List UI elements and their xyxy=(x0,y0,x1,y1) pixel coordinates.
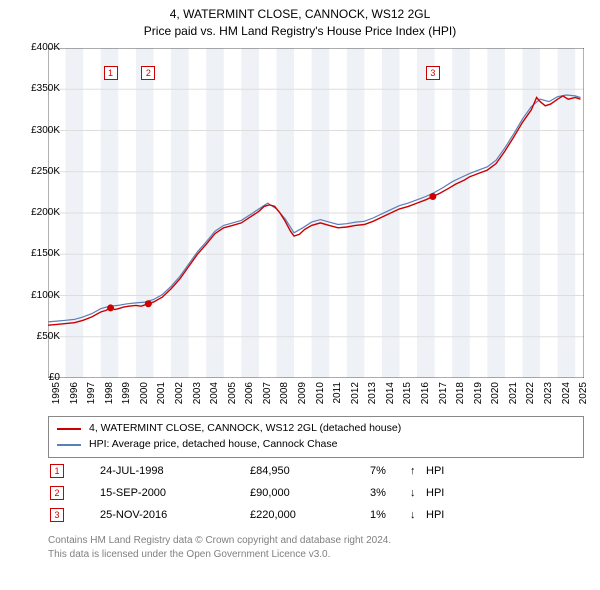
legend: 4, WATERMINT CLOSE, CANNOCK, WS12 2GL (d… xyxy=(48,416,584,458)
x-tick-label: 2024 xyxy=(561,382,572,410)
arrow-down-icon: ↓ xyxy=(410,487,426,499)
x-tick-label: 2003 xyxy=(192,382,203,410)
tx-price: £84,950 xyxy=(250,465,370,477)
tx-price: £220,000 xyxy=(250,509,370,521)
chart-container: 4, WATERMINT CLOSE, CANNOCK, WS12 2GL Pr… xyxy=(0,0,600,590)
y-tick-label: £150K xyxy=(14,248,60,259)
legend-swatch xyxy=(57,444,81,446)
tx-date: 15-SEP-2000 xyxy=(100,487,250,499)
x-tick-label: 1997 xyxy=(86,382,97,410)
y-tick-label: £400K xyxy=(14,42,60,53)
attribution: Contains HM Land Registry data © Crown c… xyxy=(48,534,584,561)
tx-marker: 3 xyxy=(50,508,64,522)
tx-vs-label: HPI xyxy=(426,509,466,521)
tx-vs-label: HPI xyxy=(426,465,466,477)
tx-vs-label: HPI xyxy=(426,487,466,499)
sale-marker-label: 2 xyxy=(141,66,155,80)
transaction-row: 3 25-NOV-2016£220,0001%↓HPI xyxy=(48,504,584,526)
x-tick-label: 1999 xyxy=(121,382,132,410)
x-tick-label: 2011 xyxy=(332,382,343,410)
y-tick-label: £50K xyxy=(14,331,60,342)
legend-row: HPI: Average price, detached house, Cann… xyxy=(57,437,575,453)
transaction-row: 2 15-SEP-2000£90,0003%↓HPI xyxy=(48,482,584,504)
y-tick-label: £300K xyxy=(14,125,60,136)
y-tick-label: £100K xyxy=(14,290,60,301)
y-tick-label: £350K xyxy=(14,83,60,94)
attribution-line: This data is licensed under the Open Gov… xyxy=(48,548,584,562)
x-tick-label: 2002 xyxy=(174,382,185,410)
chart-area xyxy=(48,48,584,378)
transaction-row: 1 24-JUL-1998£84,9507%↑HPI xyxy=(48,460,584,482)
x-tick-label: 2016 xyxy=(420,382,431,410)
x-tick-label: 2012 xyxy=(350,382,361,410)
y-tick-label: £200K xyxy=(14,207,60,218)
tx-pct: 7% xyxy=(370,465,410,477)
x-tick-label: 1996 xyxy=(69,382,80,410)
legend-label: HPI: Average price, detached house, Cann… xyxy=(89,437,337,453)
x-tick-label: 2018 xyxy=(455,382,466,410)
x-tick-label: 2007 xyxy=(262,382,273,410)
title-main: 4, WATERMINT CLOSE, CANNOCK, WS12 2GL xyxy=(0,6,600,23)
x-tick-label: 2021 xyxy=(508,382,519,410)
arrow-up-icon: ↑ xyxy=(410,465,426,477)
tx-date: 24-JUL-1998 xyxy=(100,465,250,477)
tx-date: 25-NOV-2016 xyxy=(100,509,250,521)
x-tick-label: 2009 xyxy=(297,382,308,410)
x-tick-label: 2019 xyxy=(473,382,484,410)
x-tick-label: 2001 xyxy=(156,382,167,410)
x-tick-label: 2023 xyxy=(543,382,554,410)
x-tick-label: 2022 xyxy=(525,382,536,410)
x-tick-label: 2015 xyxy=(402,382,413,410)
x-tick-label: 2014 xyxy=(385,382,396,410)
x-tick-label: 1998 xyxy=(104,382,115,410)
y-tick-label: £250K xyxy=(14,166,60,177)
tx-pct: 3% xyxy=(370,487,410,499)
tx-marker: 1 xyxy=(50,464,64,478)
x-tick-label: 1995 xyxy=(51,382,62,410)
x-tick-label: 2005 xyxy=(227,382,238,410)
title-sub: Price paid vs. HM Land Registry's House … xyxy=(0,23,600,40)
x-tick-label: 2020 xyxy=(490,382,501,410)
tx-pct: 1% xyxy=(370,509,410,521)
x-tick-label: 2010 xyxy=(315,382,326,410)
arrow-down-icon: ↓ xyxy=(410,509,426,521)
x-tick-label: 2000 xyxy=(139,382,150,410)
x-tick-label: 2025 xyxy=(578,382,589,410)
transactions-table: 124-JUL-1998£84,9507%↑HPI215-SEP-2000£90… xyxy=(48,460,584,526)
x-tick-label: 2006 xyxy=(244,382,255,410)
sale-marker-label: 1 xyxy=(104,66,118,80)
x-tick-label: 2013 xyxy=(367,382,378,410)
sale-marker-label: 3 xyxy=(426,66,440,80)
legend-swatch xyxy=(57,428,81,430)
tx-price: £90,000 xyxy=(250,487,370,499)
legend-label: 4, WATERMINT CLOSE, CANNOCK, WS12 2GL (d… xyxy=(89,421,401,437)
attribution-line: Contains HM Land Registry data © Crown c… xyxy=(48,534,584,548)
legend-row: 4, WATERMINT CLOSE, CANNOCK, WS12 2GL (d… xyxy=(57,421,575,437)
x-tick-label: 2017 xyxy=(438,382,449,410)
tx-marker: 2 xyxy=(50,486,64,500)
chart-svg xyxy=(48,48,584,378)
title-block: 4, WATERMINT CLOSE, CANNOCK, WS12 2GL Pr… xyxy=(0,0,600,40)
x-tick-label: 2004 xyxy=(209,382,220,410)
x-tick-label: 2008 xyxy=(279,382,290,410)
